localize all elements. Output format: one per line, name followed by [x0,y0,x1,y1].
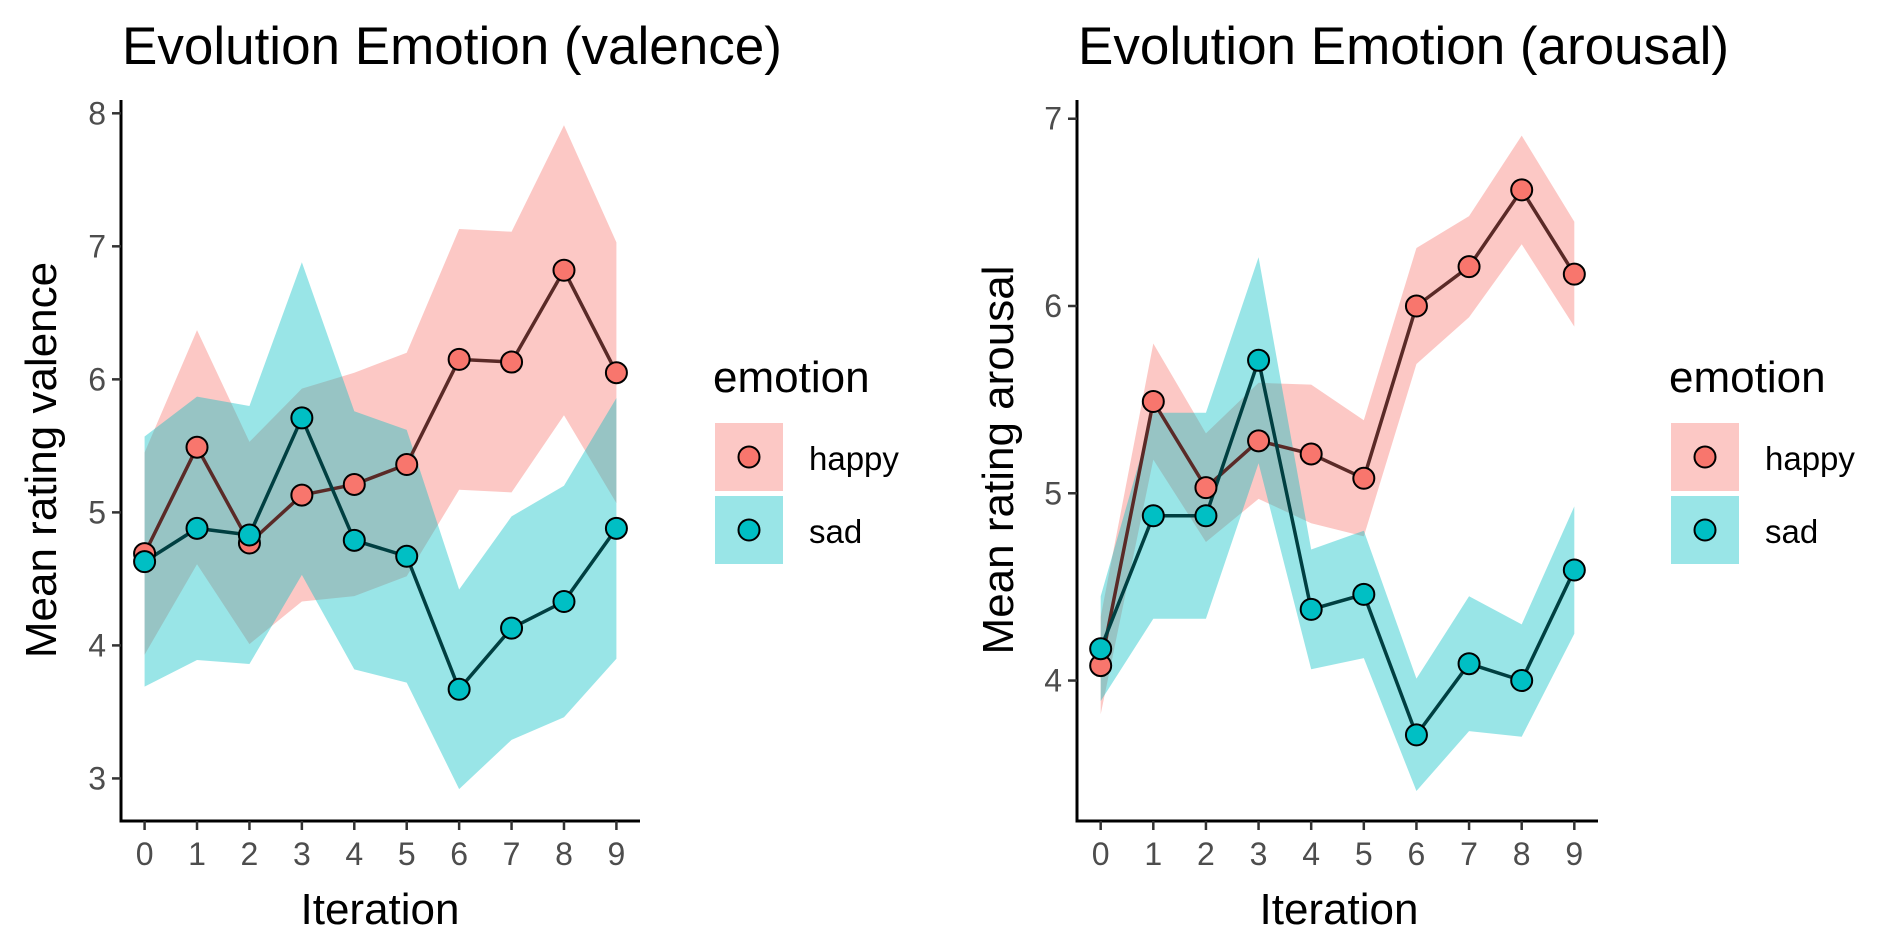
point-sad-1 [185,516,209,540]
legend-marker-sad [1693,518,1717,542]
x-tick-label: 3 [1250,836,1268,872]
y-tick-label: 7 [88,228,106,264]
ribbon-happy [144,125,617,655]
legend: emotion happy sad [713,353,899,564]
x-tick-label: 7 [503,836,521,872]
arousal-panel: Evolution Emotion (arousal) Mean rating … [974,17,1855,934]
point-sad-4 [342,528,366,552]
x-tick-label: 6 [450,836,468,872]
point-sad-0 [1089,637,1113,661]
point-happy-4 [1299,442,1323,466]
x-tick-label: 3 [293,836,311,872]
ribbon-sad [1100,257,1575,792]
y-tick-label: 8 [88,95,106,131]
point-sad-9 [1562,558,1586,582]
point-happy-8 [1510,178,1534,202]
point-happy-9 [1562,262,1586,286]
point-happy-8 [552,258,576,282]
point-happy-7 [1457,255,1481,279]
legend-label-happy: happy [809,440,899,477]
point-sad-6 [1404,723,1428,747]
point-happy-7 [500,350,524,374]
x-tick-label: 5 [398,836,416,872]
legend: emotion happy sad [1669,353,1855,564]
legend-marker-happy [737,445,761,469]
line-sad [143,413,618,693]
ribbon-sad [144,262,617,790]
x-tick-label: 4 [345,836,363,872]
line-happy [143,266,618,555]
point-sad-0 [133,550,157,574]
x-tick-label: 8 [555,836,573,872]
point-sad-6 [447,677,471,701]
x-tick-label: 6 [1408,836,1426,872]
point-sad-1 [1141,504,1165,528]
point-happy-5 [395,452,419,476]
point-sad-8 [552,590,576,614]
point-sad-5 [395,544,419,568]
point-happy-4 [342,472,366,496]
y-tick-label: 5 [1044,475,1062,511]
chart-title: Evolution Emotion (arousal) [1078,17,1729,76]
point-happy-3 [290,483,314,507]
point-sad-4 [1299,597,1323,621]
valence-panel: Evolution Emotion (valence) Mean rating … [17,17,899,934]
ribbon-happy [1100,135,1575,715]
x-tick-label: 0 [1092,836,1110,872]
legend-title: emotion [1669,353,1826,402]
x-tick-label: 9 [1565,836,1583,872]
point-sad-5 [1352,582,1376,606]
y-axis-title: Mean rating arousal [974,266,1023,655]
y-tick-label: 5 [88,494,106,530]
line-sad [1099,353,1576,739]
point-sad-3 [1247,348,1271,372]
point-sad-2 [1194,504,1218,528]
x-tick-label: 7 [1460,836,1478,872]
point-sad-2 [237,523,261,547]
point-sad-8 [1510,669,1534,693]
x-tick-label: 0 [136,836,154,872]
point-happy-3 [1247,429,1271,453]
x-tick-label: 4 [1302,836,1320,872]
x-tick-label: 8 [1513,836,1531,872]
y-tick-label: 4 [88,627,106,663]
x-tick-label: 1 [188,836,206,872]
y-tick-label: 3 [88,760,106,796]
legend-label-sad: sad [1765,513,1818,550]
x-axis-title: Iteration [1260,885,1419,934]
y-tick-label: 7 [1044,101,1062,137]
y-tick-label: 6 [1044,288,1062,324]
legend-label-sad: sad [809,513,862,550]
legend-marker-happy [1693,445,1717,469]
point-sad-7 [500,616,524,640]
point-sad-3 [290,406,314,430]
point-happy-2 [1194,476,1218,500]
legend-title: emotion [713,353,870,402]
legend-marker-sad [737,518,761,542]
chart-title: Evolution Emotion (valence) [122,17,782,76]
point-sad-9 [604,516,628,540]
point-happy-6 [447,347,471,371]
point-happy-1 [185,435,209,459]
y-tick-label: 6 [88,361,106,397]
line-happy [1098,186,1576,666]
y-axis-title: Mean rating valence [17,262,66,658]
point-happy-6 [1404,294,1428,318]
point-sad-7 [1457,652,1481,676]
point-happy-5 [1352,466,1376,490]
x-tick-label: 5 [1355,836,1373,872]
x-tick-label: 1 [1144,836,1162,872]
x-tick-label: 2 [1197,836,1215,872]
x-tick-label: 2 [241,836,259,872]
x-tick-label: 9 [608,836,626,872]
point-happy-1 [1141,390,1165,414]
x-axis-title: Iteration [301,885,460,934]
y-tick-label: 4 [1044,663,1062,699]
point-happy-9 [604,361,628,385]
legend-label-happy: happy [1765,440,1855,477]
